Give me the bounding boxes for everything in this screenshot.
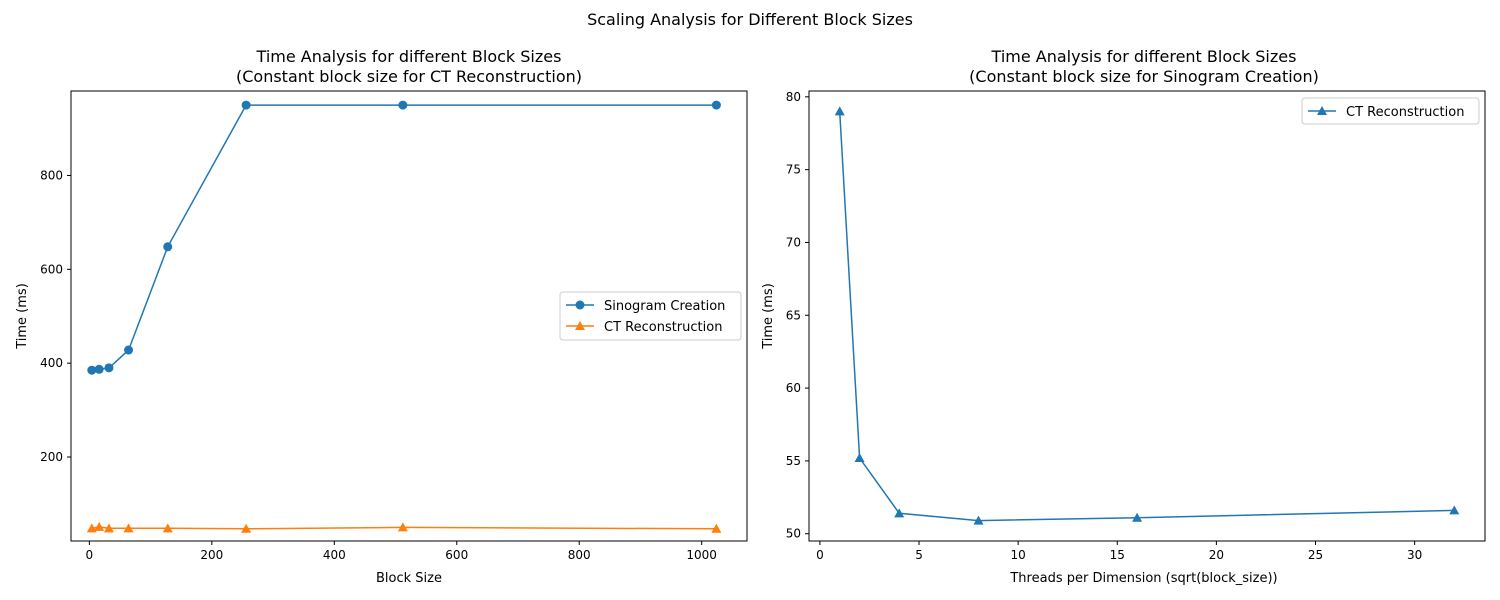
subplot-left: Time Analysis for different Block Sizes … [15,47,748,586]
y-tick-label: 60 [786,381,801,395]
data-point [1132,512,1143,522]
series-line-0 [838,111,1455,522]
data-point [241,523,252,533]
data-point [397,522,408,532]
y-tick-label: 65 [786,308,801,322]
legend-frame [1301,97,1480,125]
y-tick-label: 75 [786,163,801,177]
data-point [123,523,134,533]
x-tick-label: 15 [1110,548,1125,562]
y-tick-label: 50 [786,527,801,541]
y-tick-label: 200 [40,450,63,464]
data-point [854,452,865,462]
subplot-right: Time Analysis for different Block Sizes … [761,47,1486,586]
data-point [711,100,721,110]
x-tick-label: 800 [568,548,591,562]
subplot-right-plot [834,106,1460,525]
y-tick-label: 80 [786,90,801,104]
data-point [124,345,134,355]
y-tick-label: 800 [40,168,63,182]
data-point [94,364,104,374]
subplot-right-title-line1: Time Analysis for different Block Sizes [991,47,1297,66]
data-point [711,523,722,533]
x-tick-label: 0 [86,548,94,562]
subplot-left-ylabel: Time (ms) [15,283,30,350]
data-point [103,523,114,533]
legend-ct-marker [1317,106,1327,115]
legend-frame [559,291,742,341]
subplot-right-title-line2: (Constant block size for Sinogram Creati… [969,67,1319,86]
legend-sinogram-label: Sinogram Creation [604,299,725,314]
y-tick-label: 55 [786,454,801,468]
data-point [1449,505,1460,515]
x-tick-label: 30 [1407,548,1422,562]
legend-sinogram-marker [575,300,585,310]
data-point [834,106,845,116]
data-point [894,508,905,518]
y-tick-label: 600 [40,262,63,276]
subplot-left-xlabel: Block Size [376,571,442,586]
data-point [162,523,173,533]
data-point [241,100,251,110]
x-tick-label: 0 [816,548,824,562]
y-tick-label: 70 [786,235,801,249]
data-point [163,242,173,252]
subplot-left-title-line2: (Constant block size for CT Reconstructi… [236,67,582,86]
legend-ct-label: CT Reconstruction [1346,105,1464,120]
data-point [94,521,105,531]
x-tick-label: 1000 [686,548,717,562]
subplot-right-ylabel: Time (ms) [761,283,776,350]
x-tick-label: 600 [445,548,468,562]
x-tick-label: 25 [1308,548,1323,562]
x-tick-label: 20 [1209,548,1224,562]
y-tick-label: 400 [40,356,63,370]
x-tick-label: 400 [323,548,346,562]
data-point [87,365,97,375]
subplot-left-ticks: 0 200 400 600 800 1000 200 400 600 800 [40,168,717,562]
suptitle: Scaling Analysis for Different Block Siz… [587,10,913,29]
data-point [973,515,984,525]
subplot-right-frame [808,90,1486,542]
legend-ct-marker [575,321,585,330]
subplot-right-ticks: 0 5 10 15 20 25 30 50 55 60 65 70 75 80 [786,90,1423,562]
x-tick-label: 200 [200,548,223,562]
legend-ct-label: CT Reconstruction [604,320,722,335]
subplot-right-xlabel: Threads per Dimension (sqrt(block_size)) [1009,571,1277,586]
data-point [104,363,114,373]
x-tick-label: 5 [915,548,923,562]
subplot-left-legend: Sinogram Creation CT Reconstruction [559,291,742,341]
data-point [86,523,97,533]
subplot-left-plot [86,100,722,533]
data-point [398,100,408,110]
x-tick-label: 10 [1011,548,1026,562]
subplot-left-title-line1: Time Analysis for different Block Sizes [256,47,562,66]
subplot-left-frame [70,90,748,542]
subplot-right-legend: CT Reconstruction [1301,97,1480,125]
